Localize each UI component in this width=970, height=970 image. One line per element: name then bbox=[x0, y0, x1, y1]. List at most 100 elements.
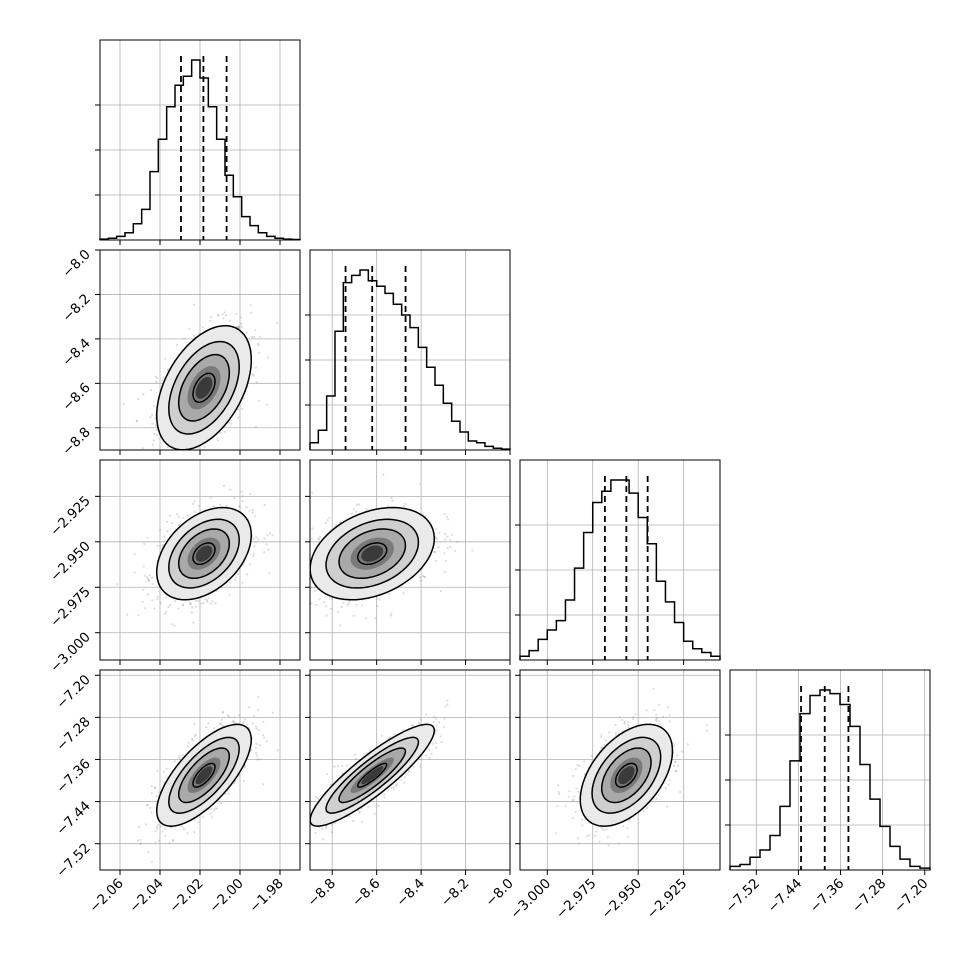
contour-line bbox=[192, 762, 216, 788]
sample-point bbox=[368, 749, 371, 752]
sample-point bbox=[220, 718, 224, 721]
sample-point bbox=[164, 834, 167, 838]
y-tick-label: −7.28 bbox=[53, 714, 94, 755]
sample-point bbox=[193, 735, 196, 738]
sample-point bbox=[228, 319, 231, 322]
sample-point bbox=[386, 505, 389, 508]
sample-point bbox=[144, 607, 147, 610]
sample-point bbox=[373, 812, 376, 815]
sample-point bbox=[347, 602, 351, 605]
sample-point bbox=[325, 614, 328, 617]
sample-point bbox=[257, 344, 260, 347]
sample-point bbox=[210, 807, 213, 811]
sample-point bbox=[141, 447, 144, 450]
sample-point bbox=[382, 473, 385, 476]
sample-point bbox=[444, 559, 447, 563]
sample-point bbox=[352, 508, 355, 511]
y-tick-label: −8.0 bbox=[59, 247, 93, 281]
sample-point bbox=[182, 603, 185, 606]
sample-point bbox=[245, 506, 248, 509]
sample-point bbox=[324, 521, 327, 525]
sample-point bbox=[210, 316, 213, 319]
sample-point bbox=[440, 740, 443, 744]
contour-line bbox=[357, 542, 388, 566]
sample-point bbox=[241, 581, 244, 584]
panel-1-0: −8.8−8.6−8.4−8.2−8.0 bbox=[59, 247, 301, 464]
y-tick-label: −7.52 bbox=[53, 840, 94, 881]
sample-point bbox=[314, 589, 317, 592]
sample-point bbox=[153, 786, 156, 789]
sample-point bbox=[419, 765, 422, 768]
sample-point bbox=[147, 577, 150, 581]
sample-point bbox=[395, 783, 398, 786]
contour-line bbox=[192, 372, 216, 403]
sample-point bbox=[233, 716, 236, 719]
sample-point bbox=[263, 504, 266, 507]
x-tick-label: −8.0 bbox=[482, 876, 516, 910]
sample-point bbox=[383, 793, 386, 796]
sample-point bbox=[354, 753, 357, 756]
sample-point bbox=[365, 752, 368, 755]
sample-point bbox=[314, 831, 317, 835]
sample-point bbox=[311, 491, 314, 494]
sample-point bbox=[307, 795, 309, 797]
sample-point bbox=[143, 574, 146, 578]
y-tick-label: −7.44 bbox=[53, 798, 94, 839]
sample-point bbox=[402, 728, 405, 731]
gridlines bbox=[310, 670, 511, 870]
sample-point bbox=[352, 820, 355, 823]
sample-point bbox=[302, 572, 304, 574]
sample-point bbox=[392, 786, 395, 789]
x-tick-label: −2.00 bbox=[206, 876, 247, 917]
sample-point bbox=[194, 733, 197, 736]
sample-point bbox=[241, 494, 244, 498]
sample-point bbox=[237, 325, 240, 328]
sample-point bbox=[393, 732, 396, 736]
sample-point bbox=[297, 564, 299, 566]
sample-point bbox=[367, 805, 370, 809]
sample-point bbox=[171, 623, 174, 626]
sample-point bbox=[267, 356, 270, 359]
sample-point bbox=[166, 445, 169, 449]
contour-line bbox=[192, 542, 216, 566]
sample-point bbox=[325, 825, 328, 828]
sample-point bbox=[180, 825, 183, 828]
sample-point bbox=[348, 600, 351, 603]
sample-point bbox=[571, 799, 574, 802]
sample-point bbox=[243, 718, 246, 721]
sample-point bbox=[428, 756, 431, 760]
sample-point bbox=[173, 600, 177, 603]
sample-point bbox=[224, 314, 227, 317]
sample-point bbox=[196, 462, 198, 464]
sample-point bbox=[229, 488, 232, 491]
sample-point bbox=[305, 828, 307, 830]
sample-point bbox=[237, 408, 240, 411]
sample-point bbox=[137, 614, 140, 617]
sample-point bbox=[442, 725, 445, 729]
sample-point bbox=[374, 617, 377, 620]
sample-point bbox=[267, 548, 270, 551]
y-tick-label: −8.4 bbox=[59, 335, 93, 369]
sample-point bbox=[145, 576, 148, 579]
panel-frame bbox=[309, 669, 511, 871]
x-tick-label: −8.8 bbox=[305, 876, 339, 910]
sample-point bbox=[305, 819, 307, 821]
sample-point bbox=[257, 695, 260, 699]
sample-point bbox=[242, 397, 246, 400]
sample-point bbox=[419, 482, 422, 485]
y-tick-label: −7.20 bbox=[53, 672, 94, 713]
sample-point bbox=[155, 380, 158, 384]
sample-point bbox=[153, 432, 156, 435]
sample-point bbox=[330, 831, 333, 834]
sample-point bbox=[193, 510, 196, 513]
sample-point bbox=[234, 575, 237, 579]
sample-point bbox=[193, 831, 196, 834]
sample-point bbox=[446, 703, 449, 706]
sample-point bbox=[194, 605, 197, 608]
sample-point bbox=[301, 835, 303, 837]
panel-frame bbox=[99, 249, 301, 451]
sample-point bbox=[276, 749, 279, 752]
sample-point bbox=[159, 544, 162, 547]
sample-point bbox=[253, 335, 256, 338]
sample-point bbox=[262, 736, 266, 739]
